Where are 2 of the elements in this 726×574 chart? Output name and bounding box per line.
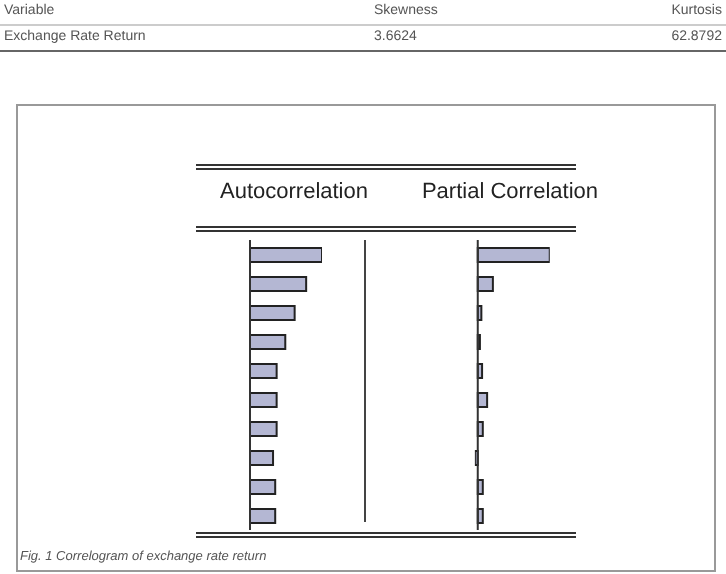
- chart-title: Partial Correlation: [419, 180, 601, 204]
- chart-title: Autocorrelation: [218, 180, 370, 204]
